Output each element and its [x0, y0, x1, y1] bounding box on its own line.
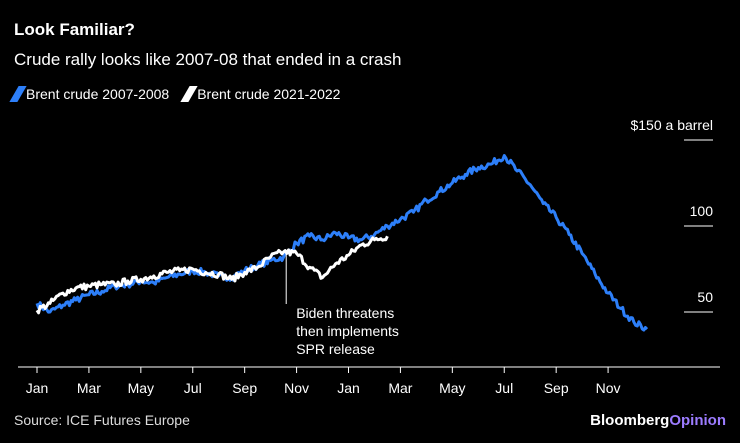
brand-main: Bloomberg [590, 412, 670, 429]
legend-item-2021: Brent crude 2021-2022 [180, 86, 341, 102]
legend-label-2007: Brent crude 2007-2008 [26, 86, 170, 102]
brand-accent: Opinion [669, 412, 726, 429]
y-tick-label-2: $150 a barrel [630, 117, 713, 133]
series-line-0 [35, 154, 649, 332]
x-tick-label-4: Sep [232, 380, 257, 396]
legend-label-2021: Brent crude 2021-2022 [197, 86, 341, 102]
x-tick-label-0: Jan [26, 380, 49, 396]
y-tick-label-1: 100 [690, 203, 714, 219]
x-tick-label-8: May [439, 380, 465, 396]
x-tick-label-11: Nov [596, 380, 621, 396]
series-line-1 [35, 235, 389, 315]
x-tick-label-9: Jul [495, 380, 513, 396]
x-tick-label-10: Sep [544, 380, 569, 396]
legend: Brent crude 2007-2008 Brent crude 2021-2… [9, 86, 350, 102]
annotation-text-2: SPR release [296, 341, 375, 357]
x-tick-label-5: Nov [284, 380, 309, 396]
annotation-text-0: Biden threatens [296, 305, 394, 321]
y-tick-label-0: 50 [697, 289, 713, 305]
x-tick-label-6: Jan [337, 380, 360, 396]
x-tick-label-3: Jul [184, 380, 202, 396]
chart-title: Look Familiar? [14, 20, 135, 39]
chart-subtitle: Crude rally looks like 2007-08 that ende… [14, 50, 402, 69]
x-tick-label-7: Mar [388, 380, 412, 396]
x-tick-label-1: Mar [77, 380, 101, 396]
source-note: Source: ICE Futures Europe [14, 412, 190, 428]
brand-logo: BloombergOpinion [590, 412, 726, 429]
x-tick-label-2: May [128, 380, 154, 396]
legend-item-2007: Brent crude 2007-2008 [9, 86, 170, 102]
annotation-text-1: then implements [296, 323, 399, 339]
